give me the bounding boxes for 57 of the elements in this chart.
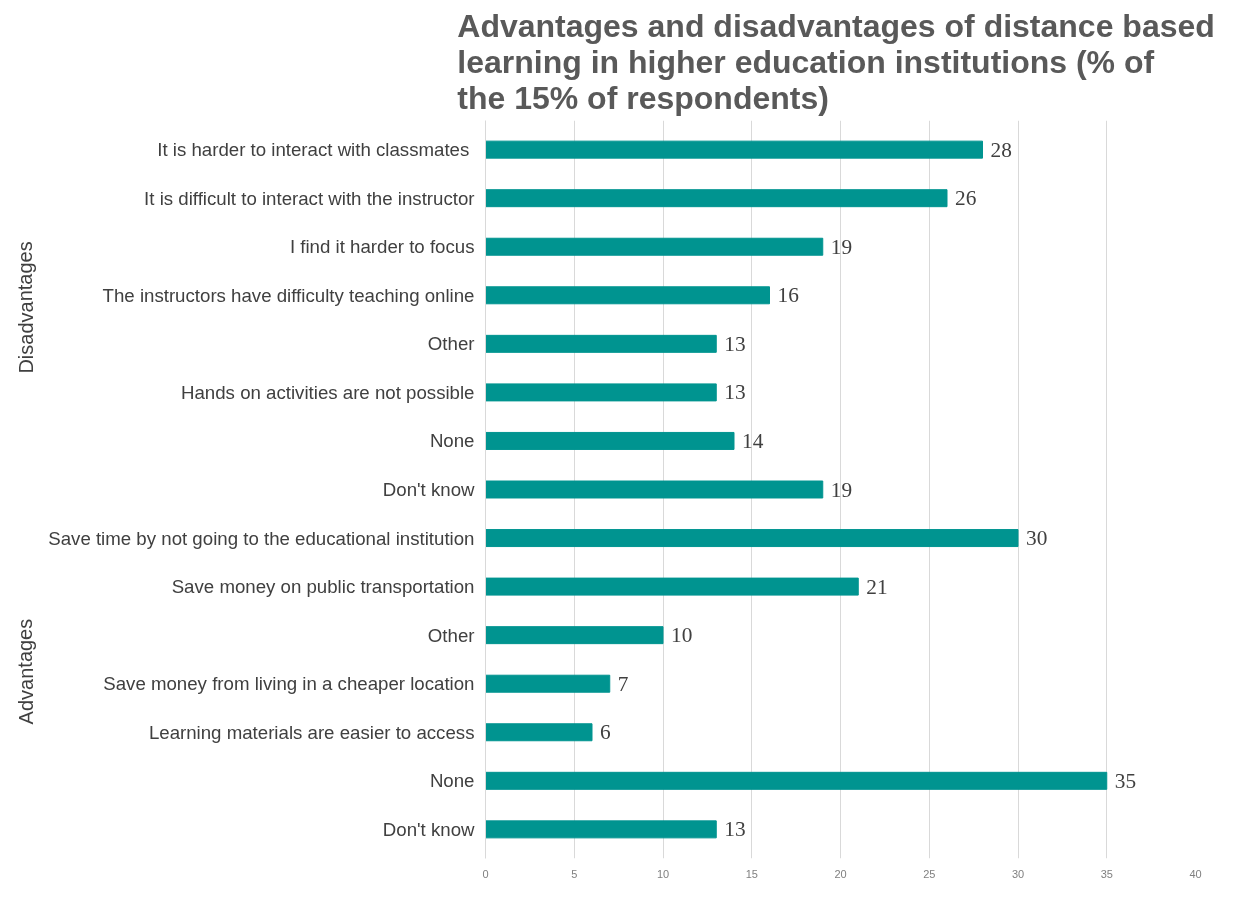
y-tick-label: None	[429, 770, 475, 792]
bar	[485, 529, 1019, 548]
data-label: 7	[617, 671, 629, 696]
y-tick-label: Hands on activities are not possible	[181, 381, 475, 403]
bar	[485, 237, 824, 256]
y-tick-label: It is harder to interact with classmates	[157, 139, 470, 161]
x-tick-label: 35	[1100, 867, 1113, 880]
data-label: 26	[955, 186, 977, 211]
bar	[485, 431, 735, 450]
y-tick-label: Other	[427, 333, 475, 355]
data-label: 19	[830, 477, 853, 502]
x-tick-label: 15	[745, 867, 758, 880]
y-tick-label: It is difficult to interact with the instructor	[144, 187, 475, 209]
text: Advantages	[14, 618, 37, 725]
y-tick-label: The instructors have difficulty teaching online	[102, 284, 475, 306]
text: Disadvantages	[14, 241, 37, 374]
data-label: 10	[671, 623, 693, 648]
y-tick-label: Don't know	[382, 479, 476, 500]
data-label: 19	[830, 234, 853, 259]
bar	[485, 577, 859, 596]
bar	[485, 626, 664, 645]
x-tick-label: 5	[571, 867, 578, 880]
bar	[485, 771, 1108, 790]
data-label: 6	[600, 720, 611, 745]
data-label: 13	[724, 380, 746, 405]
bar	[485, 286, 770, 305]
y-tick-label: Other	[427, 624, 475, 646]
bar	[485, 334, 717, 353]
x-tick-label: 10	[656, 867, 670, 880]
chart-title: Advantages and disadvantages of distance based learning in higher education institutions (% of the 15% of respondents)	[457, 7, 1215, 116]
data-label: 35	[1114, 768, 1137, 793]
bar	[485, 820, 717, 839]
data-label: 13	[724, 817, 746, 842]
data-label: 16	[777, 283, 800, 308]
bar	[485, 189, 948, 208]
data-label: 21	[866, 574, 888, 599]
data-label: 14	[742, 428, 764, 453]
bar	[485, 723, 593, 742]
bar	[485, 383, 717, 402]
data-label: 13	[724, 331, 746, 356]
y-tick-label: Learning materials are easier to access	[148, 721, 475, 743]
x-tick-label: 20	[834, 867, 847, 880]
x-tick-label: 30	[1011, 867, 1025, 880]
y-tick-label: Don't know	[382, 818, 476, 840]
bar	[485, 480, 824, 499]
bar	[485, 140, 983, 159]
y-tick-label: Save time by not going to the educational institution	[48, 527, 475, 549]
x-tick-label: 40	[1189, 867, 1202, 880]
y-tick-label: None	[429, 430, 475, 452]
y-tick-label: Save money on public transportation	[171, 576, 475, 598]
x-tick-label: 0	[482, 867, 489, 880]
bar	[485, 674, 611, 693]
x-tick-label: 25	[923, 867, 936, 880]
y-tick-label: Save money from living in a cheaper location	[103, 673, 475, 695]
data-label: 28	[990, 137, 1012, 162]
data-label: 30	[1026, 526, 1048, 551]
y-tick-label: I find it harder to focus	[289, 236, 475, 258]
